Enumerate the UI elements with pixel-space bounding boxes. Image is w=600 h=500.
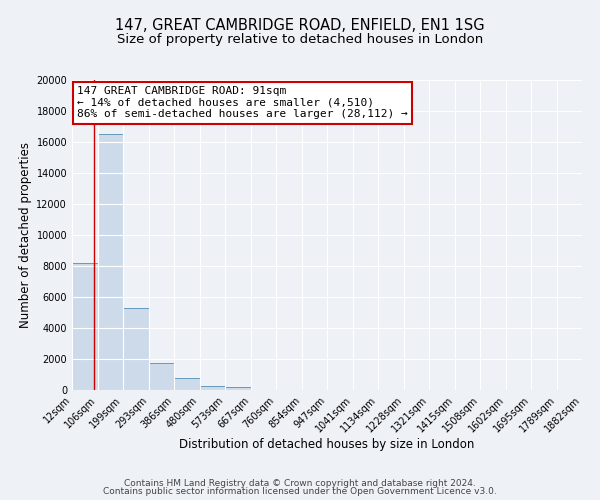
Bar [98, 134, 123, 390]
Bar [123, 308, 149, 390]
X-axis label: Distribution of detached houses by size in London: Distribution of detached houses by size … [179, 438, 475, 452]
Text: Size of property relative to detached houses in London: Size of property relative to detached ho… [117, 32, 483, 46]
Bar [174, 378, 200, 390]
Bar [149, 363, 174, 390]
Text: 147 GREAT CAMBRIDGE ROAD: 91sqm
← 14% of detached houses are smaller (4,510)
86%: 147 GREAT CAMBRIDGE ROAD: 91sqm ← 14% of… [77, 86, 408, 120]
Text: Contains HM Land Registry data © Crown copyright and database right 2024.: Contains HM Land Registry data © Crown c… [124, 478, 476, 488]
Y-axis label: Number of detached properties: Number of detached properties [19, 142, 32, 328]
Bar [72, 263, 98, 390]
Bar [225, 387, 251, 390]
Text: 147, GREAT CAMBRIDGE ROAD, ENFIELD, EN1 1SG: 147, GREAT CAMBRIDGE ROAD, ENFIELD, EN1 … [115, 18, 485, 32]
Text: Contains public sector information licensed under the Open Government Licence v3: Contains public sector information licen… [103, 487, 497, 496]
Bar [200, 386, 225, 390]
